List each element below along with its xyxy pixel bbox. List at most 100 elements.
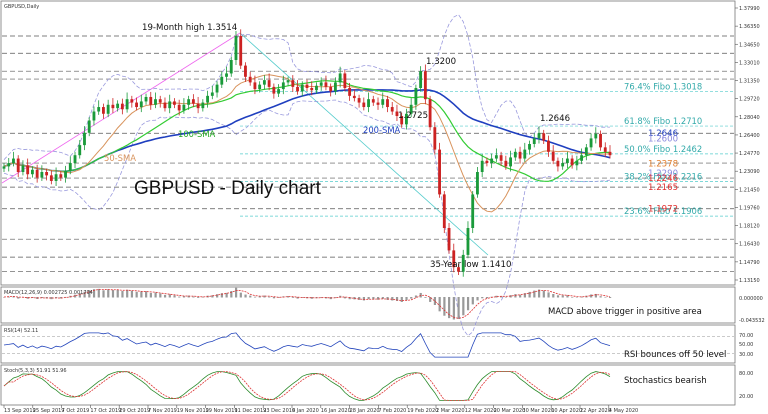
macd-bar <box>542 290 545 298</box>
macd-bar <box>405 297 408 301</box>
candle-body <box>386 99 389 108</box>
stoch-tick-20: 20.00 <box>739 394 753 400</box>
macd-bar <box>244 294 247 298</box>
macd-bar <box>429 297 432 302</box>
candle-body <box>476 172 479 195</box>
candle-body <box>130 99 134 103</box>
x-tick-label-5: 7 Nov 2019 <box>148 408 177 414</box>
candle-body <box>215 84 219 93</box>
y-tick-label-9: 1.23090 <box>739 169 760 175</box>
macd-bar <box>348 297 351 300</box>
candle-body <box>40 172 44 178</box>
fibo-label-0: 76.4% Fibo 1.3018 <box>624 82 702 92</box>
candle-body <box>575 160 579 166</box>
candle-body <box>509 157 512 167</box>
x-tick-label-12: 28 Jan 2020 <box>350 408 380 414</box>
macd-bar <box>339 295 342 298</box>
macd-bar <box>533 290 536 298</box>
macd-bar <box>92 289 96 298</box>
candle-body <box>433 127 437 150</box>
macd-bar <box>74 294 77 298</box>
macd-bar <box>225 292 228 298</box>
macd-bar <box>149 292 152 298</box>
candle-body <box>187 99 191 105</box>
price-label-5: 1.2165 <box>648 183 678 193</box>
candle-body <box>518 151 522 159</box>
candle-body <box>210 92 214 96</box>
candle-body <box>120 103 124 110</box>
x-tick-label-4: 29 Oct 2019 <box>119 408 150 414</box>
macd-bar <box>121 290 124 298</box>
x-tick-label-2: 7 Oct 2019 <box>62 408 90 414</box>
candle-body <box>248 76 252 83</box>
macd-bar <box>580 296 583 298</box>
stoch-tick-80: 80.00 <box>739 371 753 377</box>
candle-body <box>173 101 176 105</box>
candle-body <box>272 86 276 94</box>
candle-body <box>608 151 612 156</box>
macd-bar <box>211 295 214 298</box>
macd-bar <box>386 297 389 300</box>
price-grid <box>2 35 734 273</box>
macd-bar <box>367 297 370 300</box>
candle-body <box>54 174 58 181</box>
rsi-tick-30: 30.00 <box>739 352 753 358</box>
candle-body <box>158 99 162 103</box>
candle-body <box>168 101 172 109</box>
candle-body <box>357 98 361 103</box>
candle-body <box>565 158 569 164</box>
candlesticks <box>2 29 612 277</box>
stochastic-lines <box>3 371 611 401</box>
candle-body <box>262 80 266 85</box>
candle-body <box>59 174 63 178</box>
macd-bar <box>594 293 597 298</box>
candle-body <box>83 132 86 146</box>
candle-body <box>291 80 295 87</box>
macd-bar <box>391 297 394 301</box>
macd-bar <box>514 294 517 298</box>
candle-body <box>196 103 200 109</box>
chart-title: GBPUSD - Daily chart <box>134 178 322 199</box>
lower-band <box>3 99 611 337</box>
macd-bar <box>400 297 403 302</box>
candle-body <box>319 82 323 86</box>
candle-body <box>343 73 347 88</box>
low-annotation: 35-Year low 1.1410 <box>430 260 511 270</box>
candle-body <box>485 160 489 164</box>
bollinger-bands <box>3 14 611 337</box>
macd-bar <box>395 297 399 301</box>
candle-body <box>21 165 25 172</box>
macd-bar <box>107 289 110 298</box>
macd-bar <box>201 296 205 298</box>
candle-body <box>542 133 546 141</box>
candle-body <box>45 172 49 176</box>
macd-bar <box>556 295 560 298</box>
macd-bar <box>377 297 380 300</box>
y-tick-label-8: 1.24770 <box>739 151 760 157</box>
macd-bar <box>561 295 564 298</box>
macd-bar <box>358 297 361 300</box>
candle-body <box>144 96 148 102</box>
macd-bar <box>97 288 100 298</box>
candle-body <box>414 88 418 105</box>
candle-body <box>409 104 413 114</box>
candle-body <box>532 138 536 144</box>
candle-body <box>191 99 195 104</box>
candle-body <box>494 155 498 159</box>
macd-bar <box>547 292 550 298</box>
candle-body <box>149 96 153 105</box>
candle-body <box>106 104 110 114</box>
macd-bar <box>83 291 86 298</box>
macd-bar <box>116 289 119 298</box>
y-tick-label-13: 1.16430 <box>739 242 760 248</box>
candle-body <box>551 151 555 161</box>
macd-bar <box>40 297 44 299</box>
macd-bar <box>239 292 242 298</box>
candle-body <box>239 36 243 66</box>
candle-body <box>253 82 257 90</box>
x-tick-label-15: 2 Mar 2020 <box>436 408 465 414</box>
candle-body <box>281 82 285 90</box>
candle-body <box>603 147 607 152</box>
fibo-label-2: 50.0% Fibo 1.2462 <box>624 144 702 154</box>
